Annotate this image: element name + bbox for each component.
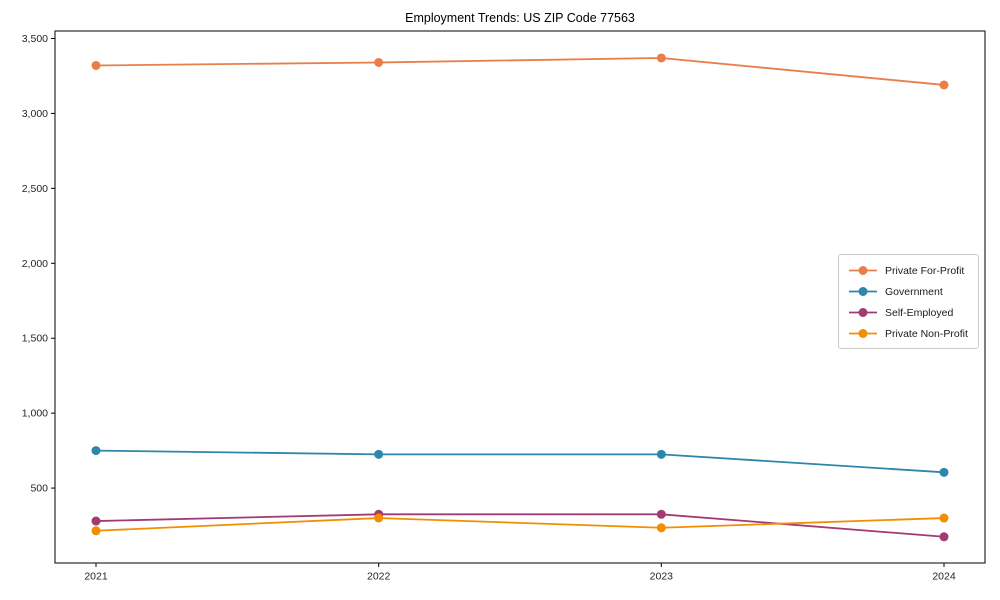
chart-title: Employment Trends: US ZIP Code 77563 [405, 11, 635, 25]
legend-item-self-employed: Self-Employed [848, 304, 969, 321]
data-point-private-non-profit [374, 513, 384, 523]
legend-dot [858, 308, 868, 317]
data-point-government [939, 467, 949, 477]
legend-dot [858, 266, 868, 275]
plot-box [54, 30, 986, 564]
legend-item-private-for-profit: Private For-Profit [848, 262, 969, 279]
legend-item-government: Government [848, 283, 969, 300]
y-tick-label: 1,500 [22, 333, 48, 345]
data-point-government [656, 449, 666, 459]
data-point-private-for-profit [939, 80, 949, 90]
data-point-private-non-profit [656, 523, 666, 533]
legend-marker-icon [849, 287, 877, 296]
series-line-self-employed [95, 513, 945, 538]
legend: Private For-Profit Government Self-Employe… [838, 254, 979, 349]
series-line-private-non-profit [95, 517, 945, 532]
legend-item-private-non-profit: Private Non-Profit [848, 325, 969, 342]
legend-item-label: Government [885, 285, 943, 298]
y-tick-label: 1,000 [22, 408, 48, 420]
x-tick-label: 2023 [650, 571, 674, 583]
data-point-private-non-profit [939, 513, 949, 523]
data-point-government [91, 446, 101, 456]
legend-dot [858, 287, 868, 296]
data-point-self-employed [656, 509, 666, 519]
y-tick-label: 2,000 [22, 258, 48, 270]
legend-marker-icon [849, 329, 877, 338]
y-tick-label: 3,000 [22, 108, 48, 120]
x-tick-label: 2024 [932, 571, 956, 583]
x-tick-label: 2021 [84, 571, 108, 583]
data-point-private-for-profit [91, 60, 101, 70]
data-point-private-for-profit [374, 57, 384, 67]
data-point-self-employed [91, 516, 101, 526]
legend-item-label: Private For-Profit [885, 264, 965, 277]
data-point-private-non-profit [91, 526, 101, 536]
data-point-self-employed [939, 532, 949, 542]
y-tick-label: 500 [30, 483, 48, 495]
x-tick-label: 2022 [367, 571, 391, 583]
series-line-private-for-profit [95, 57, 945, 86]
series-line-government [95, 449, 945, 474]
legend-item-label: Private Non-Profit [885, 327, 968, 340]
legend-dot [858, 329, 868, 338]
legend-marker-icon [849, 266, 877, 275]
legend-item-label: Self-Employed [885, 306, 954, 319]
data-point-private-for-profit [656, 53, 666, 63]
legend-marker-icon [849, 308, 877, 317]
data-point-government [374, 449, 384, 459]
y-tick-label: 3,500 [22, 33, 48, 45]
y-tick-label: 2,500 [22, 183, 48, 195]
